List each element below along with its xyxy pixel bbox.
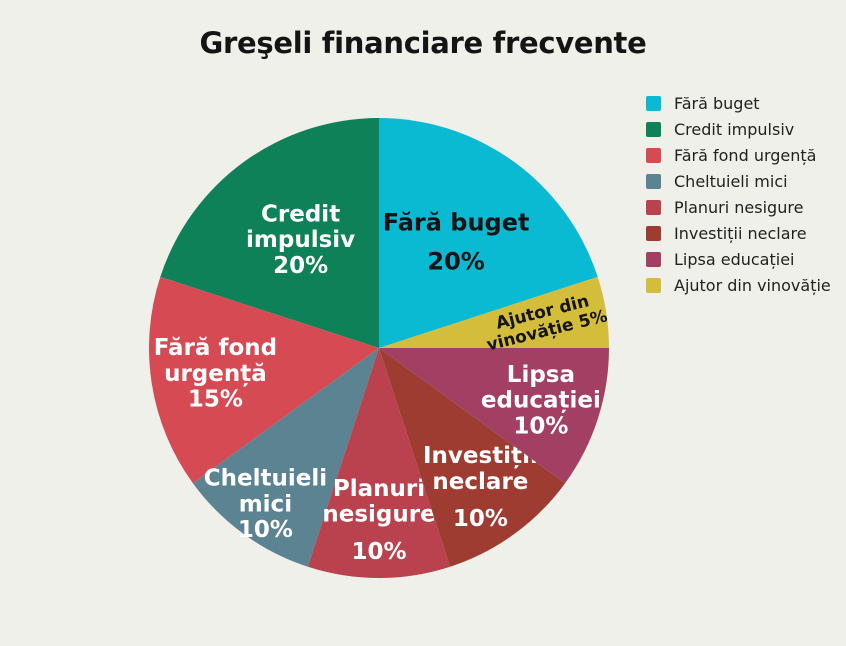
- chart-title: Greşeli financiare frecvente: [199, 26, 647, 60]
- legend-item-cheltuieli-mici: Cheltuieli mici: [646, 171, 844, 192]
- slice-label-lipsa-educatiei: Lipsa educației 10%: [481, 362, 601, 440]
- pie-slice-cheltuieli-mici: [192, 348, 379, 567]
- slice-label-credit-impulsiv: Credit impulsiv 20%: [246, 201, 355, 279]
- legend-item-planuri-nesigure: Planuri nesigure: [646, 197, 844, 218]
- legend-label: Cheltuieli mici: [674, 172, 788, 191]
- pie-slice-fara-buget: [379, 118, 598, 348]
- pie-slice-credit-impulsiv: [160, 118, 379, 348]
- legend-label: Investiții neclare: [674, 224, 807, 243]
- legend-item-credit-impulsiv: Credit impulsiv: [646, 119, 844, 140]
- chart-legend: Fără buget Credit impulsiv Fără fond urgen…: [646, 93, 844, 301]
- pie-slice-investitii-neclare: [379, 348, 566, 567]
- legend-label: Planuri nesigure: [674, 198, 804, 217]
- pie-slice-ajutor-din-vinovatie: [379, 276, 609, 348]
- slice-label-fara-fond-urgenta: Fără fond urgență 15%: [154, 335, 277, 413]
- legend-swatch-fara-fond-urgenta: [646, 148, 661, 163]
- legend-item-lipsa-educatiei: Lipsa educației: [646, 249, 844, 270]
- legend-item-ajutor-din-vinovatie: Ajutor din vinovăție: [646, 275, 844, 296]
- legend-label: Credit impulsiv: [674, 120, 795, 139]
- legend-swatch-lipsa-educatiei: [646, 252, 661, 267]
- legend-swatch-investitii-neclare: [646, 226, 661, 241]
- slice-label-planuri-nesigure: Planuri nesigure 10%: [322, 476, 435, 565]
- legend-label: Ajutor din vinovăție: [674, 276, 831, 295]
- legend-label: Lipsa educației: [674, 250, 795, 269]
- legend-item-fara-buget: Fără buget: [646, 93, 844, 114]
- legend-swatch-planuri-nesigure: [646, 200, 661, 215]
- legend-label: Fără fond urgență: [674, 146, 817, 165]
- pie-slice-planuri-nesigure: [307, 348, 451, 578]
- pie-slice-fara-fond-urgenta: [149, 276, 379, 484]
- legend-swatch-credit-impulsiv: [646, 122, 661, 137]
- legend-swatch-ajutor-din-vinovatie: [646, 278, 661, 293]
- slice-label-fara-buget: Fără buget 20%: [383, 209, 530, 276]
- legend-label: Fără buget: [674, 94, 760, 113]
- slice-label-cheltuieli-mici: Cheltuieli mici 10%: [204, 466, 327, 544]
- legend-item-investitii-neclare: Investiții neclare: [646, 223, 844, 244]
- pie-slice-lipsa-educatiei: [379, 348, 609, 484]
- legend-item-fara-fond-urgenta: Fără fond urgență: [646, 145, 844, 166]
- legend-swatch-cheltuieli-mici: [646, 174, 661, 189]
- legend-swatch-fara-buget: [646, 96, 661, 111]
